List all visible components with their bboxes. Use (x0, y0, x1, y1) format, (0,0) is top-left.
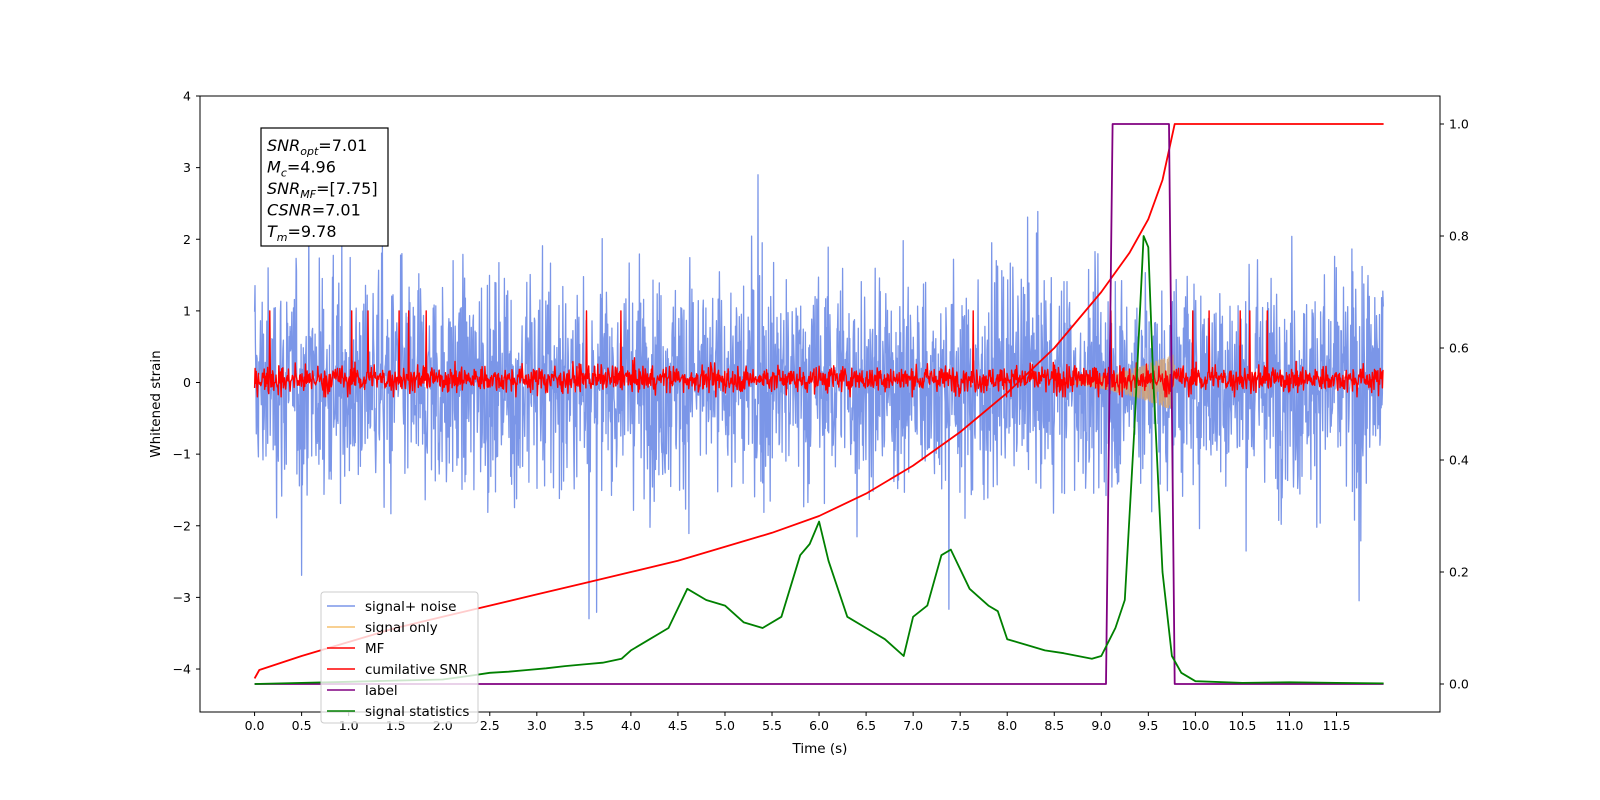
axes-frame (199, 95, 1441, 713)
info-line: Tm=9.78 (267, 222, 337, 244)
x-tick-label: 4.5 (668, 718, 688, 733)
x-tick-label: 8.5 (1044, 718, 1064, 733)
y2-tick-label: 1.0 (1449, 117, 1469, 132)
x-tick-label: 11.5 (1323, 718, 1351, 733)
x-tick-label: 0.5 (292, 718, 312, 733)
info-box-frame (260, 127, 389, 247)
x-tick-label: 10.5 (1229, 718, 1257, 733)
info-line: SNRMF=[7.75] (267, 179, 378, 201)
y-tick-label: −2 (173, 518, 191, 533)
y-tick-label: 4 (183, 89, 191, 104)
x-tick-label: 6.5 (856, 718, 876, 733)
x-tick-label: 9.0 (1091, 718, 1111, 733)
series-line (253, 310, 1384, 398)
x-tick-label: 8.0 (997, 718, 1017, 733)
x-tick-label: 9.5 (1138, 718, 1158, 733)
x-tick-label: 10.0 (1181, 718, 1209, 733)
legend-entry: cumilative SNR (365, 662, 468, 678)
legend-entry: MF (365, 641, 384, 657)
x-tick-label: 7.0 (903, 718, 923, 733)
x-tick-label: 2.5 (480, 718, 500, 733)
y-tick-label: 2 (183, 232, 191, 247)
x-tick-label: 3.0 (527, 718, 547, 733)
info-line: CSNR=7.01 (267, 201, 361, 220)
x-tick-label: 5.5 (762, 718, 782, 733)
y-tick-label: 3 (183, 160, 191, 175)
legend-entry: label (365, 683, 398, 699)
legend-entry: signal+ noise (365, 599, 456, 615)
info-line: Mc=4.96 (267, 158, 336, 180)
y2-tick-label: 0.0 (1449, 677, 1469, 692)
x-tick-label: 7.5 (950, 718, 970, 733)
legend-entry: signal statistics (365, 704, 469, 720)
y2-tick-label: 0.4 (1449, 453, 1469, 468)
y-tick-label: −1 (173, 447, 191, 462)
x-tick-label: 11.0 (1276, 718, 1304, 733)
y2-tick-label: 0.6 (1449, 341, 1469, 356)
y-tick-label: −4 (173, 662, 191, 677)
info-line: SNRopt=7.01 (267, 136, 367, 158)
x-tick-label: 0.0 (245, 718, 265, 733)
x-tick-label: 4.0 (621, 718, 641, 733)
y-axis-ticks: 4 3 2 1 0 −1 −2 −3 −4 (173, 89, 200, 677)
y-tick-label: −3 (173, 590, 191, 605)
series-line (254, 123, 1384, 685)
x-tick-label: 5.0 (715, 718, 735, 733)
legend-frame (320, 591, 479, 724)
y2-tick-label: 0.8 (1449, 229, 1469, 244)
y2-tick-label: 0.2 (1449, 565, 1469, 580)
y2-axis-ticks: 1.0 0.8 0.6 0.4 0.2 0.0 (1440, 117, 1469, 692)
y-axis-label: Whitened strain (148, 350, 164, 457)
y-tick-label: 1 (183, 303, 191, 318)
series-line (254, 235, 1384, 685)
x-axis-label: Time (s) (792, 741, 848, 757)
x-tick-label: 3.5 (574, 718, 594, 733)
legend-entry: signal only (365, 620, 438, 636)
legend: signal+ noise signal only MF cumilative SNR… (320, 591, 479, 724)
x-tick-label: 6.0 (809, 718, 829, 733)
y-tick-label: 0 (183, 375, 191, 390)
